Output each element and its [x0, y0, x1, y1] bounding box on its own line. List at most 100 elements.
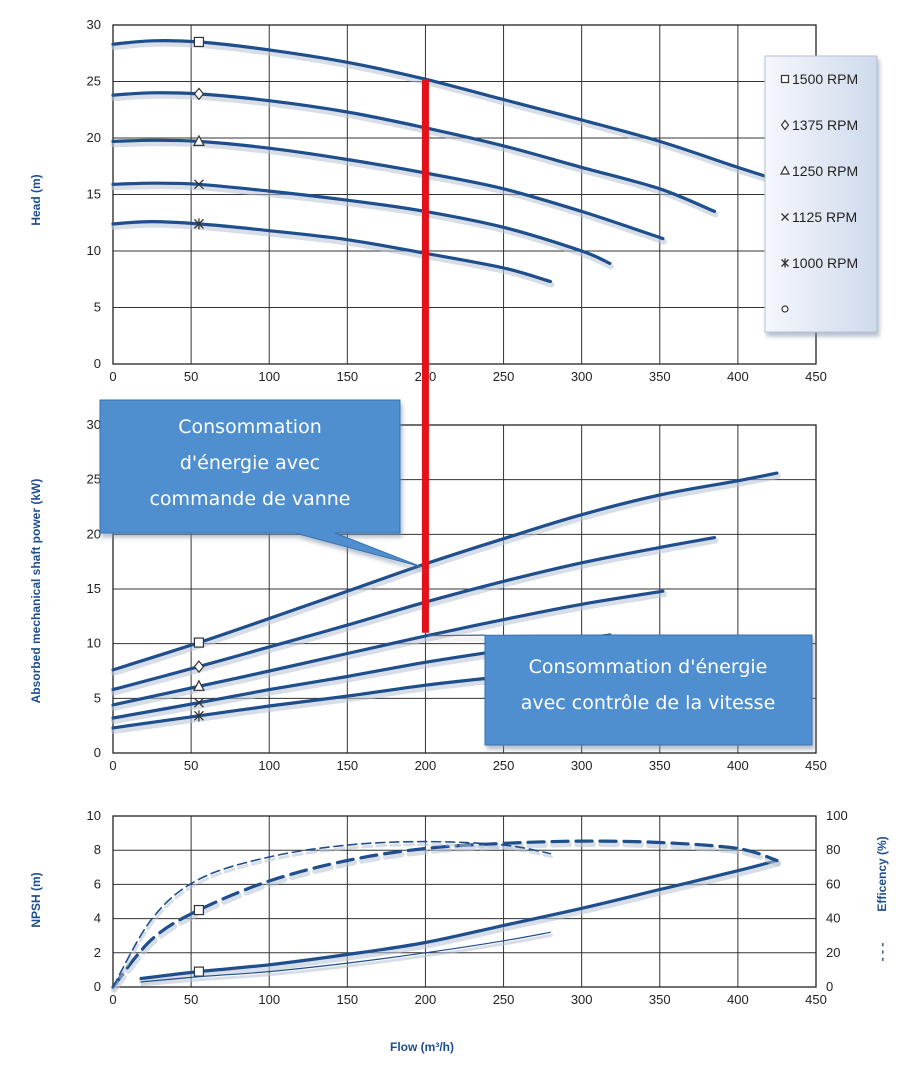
y-tick-label: 15 [87, 187, 101, 202]
y2-tick-label: 80 [826, 842, 840, 857]
x-tick-label: 0 [109, 369, 116, 384]
x-tick-label: 250 [493, 992, 515, 1007]
y-tick-label: 20 [87, 130, 101, 145]
x-tick-label: 350 [649, 992, 671, 1007]
x-tick-label: 200 [415, 758, 437, 773]
x-tick-label: 0 [109, 758, 116, 773]
x-tick-label: 350 [649, 369, 671, 384]
x-tick-label: 200 [415, 992, 437, 1007]
series-shadow [140, 933, 553, 987]
annotation-overlay: Consommation d'énergie avec commande de va… [99, 79, 813, 746]
series-line-1000-rpm [111, 219, 552, 284]
legend-marker [781, 305, 789, 313]
legend-marker [780, 74, 790, 84]
legend-entry-label: 1125 RPM [792, 209, 857, 225]
x-tick-label: 250 [493, 758, 515, 773]
x-tick-label: 450 [805, 992, 827, 1007]
x-tick-label: 50 [184, 758, 198, 773]
series-shadow [139, 860, 781, 985]
head-y-axis-label: Head (m) [29, 174, 43, 225]
legend-entry-label: 1250 RPM [792, 163, 858, 179]
series-shadow [111, 537, 719, 696]
series-line-efficiency-1000-rpm [112, 840, 552, 988]
y2-tick-label: 100 [826, 808, 848, 823]
series-shadow [111, 140, 667, 245]
y-tick-label: 0 [94, 356, 101, 371]
y-tick-label: 4 [94, 911, 101, 926]
y-tick-label: 10 [87, 808, 101, 823]
series-line-1500-rpm [111, 38, 779, 182]
data-point-marker [193, 36, 205, 48]
y-tick-label: 8 [94, 842, 101, 857]
legend-marker [781, 258, 789, 268]
data-point-marker [192, 134, 205, 146]
y-tick-label: 30 [87, 417, 101, 432]
callout-text-line: Consommation d'énergie [529, 656, 768, 678]
series-line-1375-rpm [111, 536, 717, 692]
series-line-efficiency-1500-rpm [111, 839, 779, 989]
y2-tick-label: 20 [826, 945, 840, 960]
x-tick-label: 50 [184, 992, 198, 1007]
y-tick-label: 10 [87, 243, 101, 258]
legend: 1500 RPM 1375 RPM 1250 RPM 1125 RPM 1000 RPM [764, 55, 878, 333]
x-tick-label: 150 [336, 758, 358, 773]
x-tick-label: 0 [109, 992, 116, 1007]
head-chart-panel: 0501001502002503003504004500510152025301… [87, 17, 878, 384]
x-tick-label: 300 [571, 758, 593, 773]
callout-text-line: avec contrôle de la vitesse [521, 692, 776, 714]
y-tick-label: 6 [94, 876, 101, 891]
x-tick-label: 100 [258, 758, 280, 773]
y-tick-label: 20 [87, 526, 101, 541]
series-shadow [112, 843, 553, 992]
x-tick-label: 300 [571, 369, 593, 384]
y-tick-label: 0 [94, 979, 101, 994]
series-line-npsh-1000-rpm [140, 931, 551, 983]
callout-text-line: Consommation [178, 416, 322, 438]
callout-bubble [99, 399, 422, 568]
plot-area [113, 816, 816, 987]
y2-tick-label: 60 [826, 876, 840, 891]
x-tick-label: 300 [571, 992, 593, 1007]
efficiency-y-axis-label: Efficency (%) [875, 836, 889, 911]
legend-marker [781, 213, 789, 221]
x-tick-label: 150 [336, 369, 358, 384]
series-line-1500-rpm [111, 471, 779, 672]
data-point-marker [193, 697, 204, 708]
npsh-efficiency-chart-panel: 0 50 100 150 200 250 300 350 400 4500246810020406… [87, 808, 848, 1007]
data-point-marker [193, 179, 204, 190]
data-point-marker [193, 966, 205, 977]
y-tick-label: 30 [87, 17, 101, 32]
legend-marker [780, 165, 790, 175]
y-tick-label: 25 [87, 74, 101, 89]
data-point-marker [193, 637, 205, 648]
npsh-y-axis-label: NPSH (m) [29, 872, 43, 927]
y-tick-label: 25 [87, 472, 101, 487]
y-tick-label: 10 [87, 636, 101, 651]
data-point-marker [193, 904, 205, 916]
y-tick-label: 0 [94, 745, 101, 760]
x-tick-label: 400 [727, 369, 749, 384]
legend-box [764, 55, 878, 333]
x-tick-label: 350 [649, 758, 671, 773]
y-tick-label: 15 [87, 581, 101, 596]
callout-speed-control: Consommation d'énergie avec contrôle de l… [427, 634, 813, 746]
legend-entry-label: 1375 RPM [792, 117, 858, 133]
series-shadow [111, 183, 614, 270]
y2-tick-label: 40 [826, 911, 840, 926]
series-line-npsh-1500-rpm [139, 858, 779, 981]
x-tick-label: 400 [727, 992, 749, 1007]
series-line-1125-rpm [111, 181, 612, 265]
data-point-marker [192, 679, 205, 691]
y-tick-label: 2 [94, 945, 101, 960]
series-shadow [111, 92, 719, 218]
x-tick-label: 450 [805, 369, 827, 384]
x-tick-label: 100 [258, 369, 280, 384]
legend-entry-label: 1500 RPM [792, 71, 858, 87]
y2-tick-label: 0 [826, 979, 833, 994]
x-tick-label: 250 [493, 369, 515, 384]
plot-border [112, 815, 817, 988]
legend-marker [780, 119, 790, 131]
y-tick-label: 5 [94, 300, 101, 315]
